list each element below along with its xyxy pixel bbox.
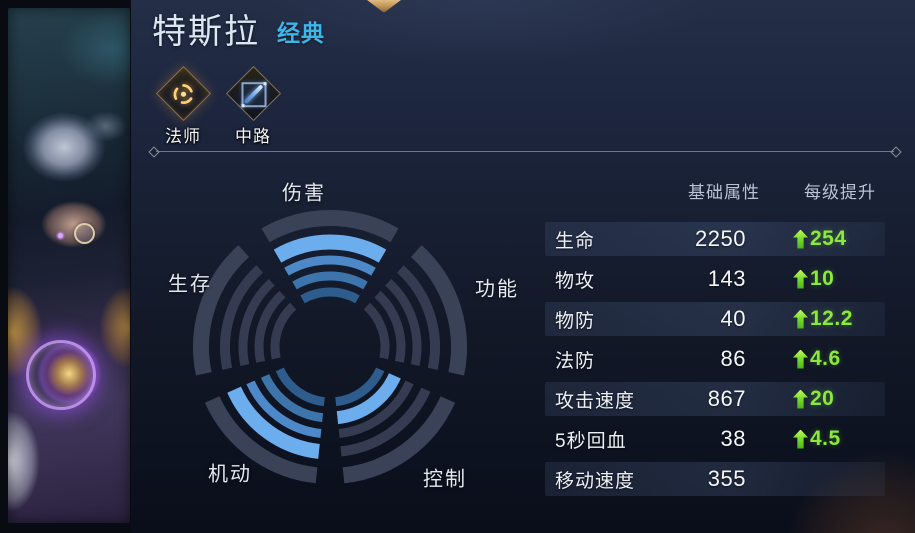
- stat-base-value: 40: [720, 306, 746, 331]
- role-badges: 法师 中路: [151, 65, 285, 147]
- mage-swirl-icon: [168, 79, 198, 109]
- chart-sector-label: 生存: [168, 273, 212, 296]
- stat-label: 法防: [555, 350, 596, 372]
- hero-portrait-frame: [0, 0, 131, 533]
- col-header-base: 基础属性: [688, 183, 760, 202]
- stat-growth-value: 4.5: [810, 427, 841, 450]
- chart-sector-label: 功能: [475, 278, 519, 301]
- fan-chart-canvas: [192, 210, 468, 484]
- stat-label: 物防: [555, 310, 596, 332]
- stats-table-header: 基础属性 每级提升: [545, 178, 885, 204]
- stat-row: 5秒回血 38 4.5: [545, 422, 885, 456]
- stat-growth-value: 254: [810, 227, 847, 250]
- stat-base-value: 867: [707, 386, 746, 411]
- role-midlane: 中路: [221, 65, 285, 147]
- stat-growth-value: 10: [810, 267, 835, 290]
- stats-rows: 生命 2250 254 物攻 143 10 物防 40 12.2 法防 86 4…: [545, 222, 885, 496]
- stat-label: 5秒回血: [555, 430, 627, 452]
- stat-row: 法防 86 4.6: [545, 342, 885, 376]
- stat-row: 攻击速度 867 20: [545, 382, 885, 416]
- divider-diamond-left: [148, 146, 160, 158]
- stat-growth: 20: [746, 387, 885, 411]
- col-header-growth: 每级提升: [804, 183, 876, 202]
- hero-header: 特斯拉 经典: [152, 4, 325, 53]
- up-arrow-icon: [793, 389, 808, 409]
- mid-lane-slash-icon: [243, 83, 263, 104]
- glow-orb-detail: [26, 340, 96, 410]
- role-label-midlane: 中路: [235, 127, 271, 146]
- gold-chevron-ornament: [367, 0, 401, 12]
- minimap-square-icon: [240, 81, 266, 106]
- stat-growth: 254: [746, 227, 885, 251]
- stats-table: 基础属性 每级提升 生命 2250 254 物攻 143 10 物防 40 12…: [545, 178, 885, 496]
- section-divider: [148, 146, 902, 158]
- up-arrow-icon: [793, 269, 808, 289]
- monocle-detail: [74, 223, 95, 244]
- stat-label: 生命: [555, 230, 596, 252]
- up-arrow-icon: [793, 229, 808, 249]
- stat-base-value: 38: [720, 426, 746, 451]
- stat-base-value: 355: [707, 466, 746, 491]
- minimap-dot: [262, 81, 266, 84]
- hero-info-panel: 特斯拉 经典: [131, 0, 915, 533]
- hero-portrait-art: [8, 8, 130, 523]
- stat-growth: 10: [746, 267, 885, 291]
- stat-growth-value: 20: [810, 387, 835, 410]
- stat-label: 攻击速度: [555, 390, 636, 412]
- hero-name: 特斯拉: [152, 13, 260, 51]
- chart-sector-label: 机动: [208, 463, 252, 486]
- stat-growth-value: 4.6: [810, 347, 841, 370]
- up-arrow-icon: [793, 349, 808, 369]
- chart-sector-label: 控制: [423, 468, 467, 491]
- up-arrow-icon: [793, 429, 808, 449]
- divider-diamond-right: [890, 146, 902, 158]
- attribute-fan-chart: 伤害功能控制 机动 生存: [131, 175, 531, 533]
- stat-row: 物攻 143 10: [545, 262, 885, 296]
- up-arrow-icon: [793, 309, 808, 329]
- stat-growth: 4.5: [746, 427, 885, 451]
- stat-label: 移动速度: [555, 470, 636, 492]
- stat-row: 物防 40 12.2: [545, 302, 885, 336]
- stat-row: 移动速度 355: [545, 462, 885, 496]
- stat-row: 生命 2250 254: [545, 222, 885, 256]
- stat-base-value: 86: [720, 346, 746, 371]
- minimap-dot: [240, 103, 244, 106]
- mage-icon[interactable]: [155, 65, 211, 122]
- divider-line: [156, 151, 894, 152]
- role-mage: 法师: [151, 65, 215, 147]
- stat-base-value: 143: [707, 266, 746, 291]
- hero-skin-tag: 经典: [277, 20, 325, 46]
- role-label-mage: 法师: [165, 127, 201, 146]
- stat-growth: 12.2: [746, 307, 885, 331]
- mid-lane-glyph: [238, 79, 268, 109]
- stat-growth: 4.6: [746, 347, 885, 371]
- stat-base-value: 2250: [695, 226, 746, 251]
- chart-sector-label: 伤害: [282, 182, 326, 205]
- stat-growth-value: 12.2: [810, 307, 853, 330]
- stat-label: 物攻: [555, 270, 596, 292]
- mid-lane-icon[interactable]: [225, 65, 281, 122]
